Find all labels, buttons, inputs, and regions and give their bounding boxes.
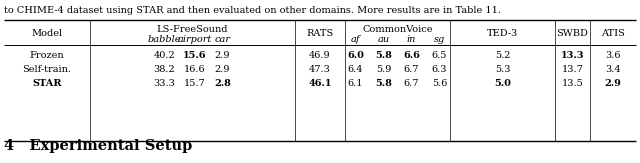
Text: STAR: STAR xyxy=(32,79,61,88)
Text: 6.7: 6.7 xyxy=(404,79,419,88)
Text: 38.2: 38.2 xyxy=(154,65,175,74)
Text: 6.1: 6.1 xyxy=(348,79,364,88)
Text: 5.6: 5.6 xyxy=(432,79,447,88)
Text: 47.3: 47.3 xyxy=(309,65,331,74)
Text: 13.5: 13.5 xyxy=(562,79,584,88)
Text: 2.9: 2.9 xyxy=(605,79,621,88)
Text: 6.4: 6.4 xyxy=(348,65,364,74)
Text: 6.5: 6.5 xyxy=(432,51,447,59)
Text: airport: airport xyxy=(177,35,212,44)
Text: CommonVoice: CommonVoice xyxy=(362,25,433,35)
Text: car: car xyxy=(214,35,230,44)
Text: RATS: RATS xyxy=(307,29,333,38)
Text: TED-3: TED-3 xyxy=(487,29,518,38)
Text: 46.1: 46.1 xyxy=(308,79,332,88)
Text: 2.8: 2.8 xyxy=(214,79,231,88)
Text: sg: sg xyxy=(434,35,445,44)
Text: 15.7: 15.7 xyxy=(184,79,205,88)
Text: 46.9: 46.9 xyxy=(309,51,331,59)
Text: 3.6: 3.6 xyxy=(605,51,621,59)
Text: 2.9: 2.9 xyxy=(215,51,230,59)
Text: 33.3: 33.3 xyxy=(154,79,175,88)
Text: Model: Model xyxy=(31,29,63,38)
Text: 6.7: 6.7 xyxy=(404,65,419,74)
Text: 5.8: 5.8 xyxy=(375,79,392,88)
Text: 6.0: 6.0 xyxy=(347,51,364,59)
Text: af: af xyxy=(351,35,360,44)
Text: babble: babble xyxy=(148,35,181,44)
Text: 2.9: 2.9 xyxy=(215,65,230,74)
Text: Self-train.: Self-train. xyxy=(22,65,72,74)
Text: 5.8: 5.8 xyxy=(375,51,392,59)
Text: 13.3: 13.3 xyxy=(561,51,584,59)
Text: ATIS: ATIS xyxy=(601,29,625,38)
Text: 5.9: 5.9 xyxy=(376,65,391,74)
Text: to CHIME-4 dataset using STAR and then evaluated on other domains. More results : to CHIME-4 dataset using STAR and then e… xyxy=(4,6,501,15)
Text: 3.4: 3.4 xyxy=(605,65,621,74)
Text: 5.3: 5.3 xyxy=(495,65,510,74)
Text: in: in xyxy=(407,35,416,44)
Text: 6.3: 6.3 xyxy=(432,65,447,74)
Text: Frozen: Frozen xyxy=(29,51,64,59)
Text: 16.6: 16.6 xyxy=(184,65,205,74)
Text: 13.7: 13.7 xyxy=(561,65,584,74)
Text: au: au xyxy=(378,35,390,44)
Text: 4   Experimental Setup: 4 Experimental Setup xyxy=(4,139,192,153)
Text: 5.0: 5.0 xyxy=(494,79,511,88)
Text: 6.6: 6.6 xyxy=(403,51,420,59)
Text: SWBD: SWBD xyxy=(557,29,588,38)
Text: 15.6: 15.6 xyxy=(183,51,206,59)
Text: LS-FreeSound: LS-FreeSound xyxy=(157,25,228,35)
Text: 40.2: 40.2 xyxy=(154,51,175,59)
Text: 5.2: 5.2 xyxy=(495,51,510,59)
